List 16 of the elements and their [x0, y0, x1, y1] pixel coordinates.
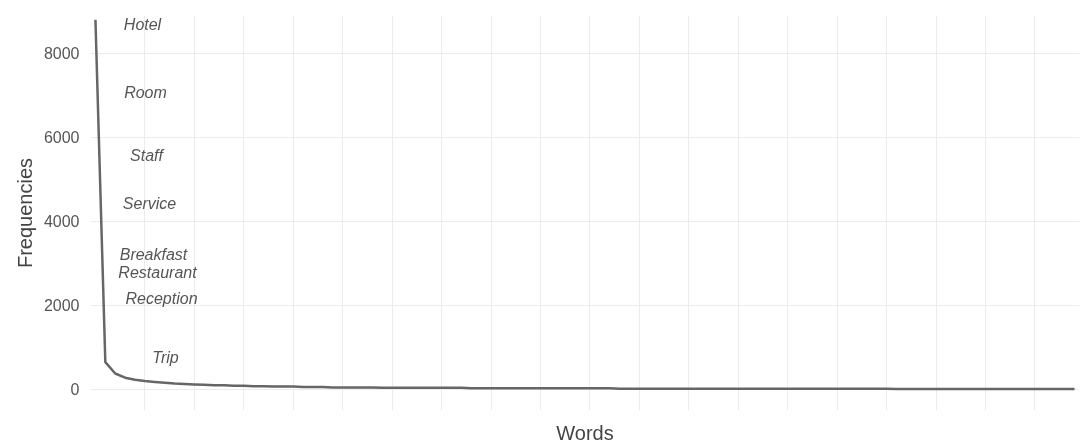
annotation: Trip: [152, 349, 179, 366]
annotation: Restaurant: [118, 264, 198, 281]
annotation: Staff: [130, 147, 165, 164]
annotation: Room: [124, 84, 167, 101]
x-axis-title: Words: [556, 421, 614, 444]
annotation: Service: [122, 195, 177, 212]
annotation: Hotel: [123, 16, 162, 33]
y-tick-label: 8000: [43, 45, 80, 63]
y-tick-label: 0: [70, 381, 80, 399]
y-tick-label: 4000: [43, 213, 80, 231]
annotation: Breakfast: [119, 246, 188, 263]
y-tick-label: 2000: [43, 297, 80, 315]
y-tick-label: 6000: [43, 129, 80, 147]
y-axis-title: Frequencies: [13, 157, 36, 269]
line-series: [94, 18, 1076, 391]
annotation: Reception: [125, 290, 198, 307]
